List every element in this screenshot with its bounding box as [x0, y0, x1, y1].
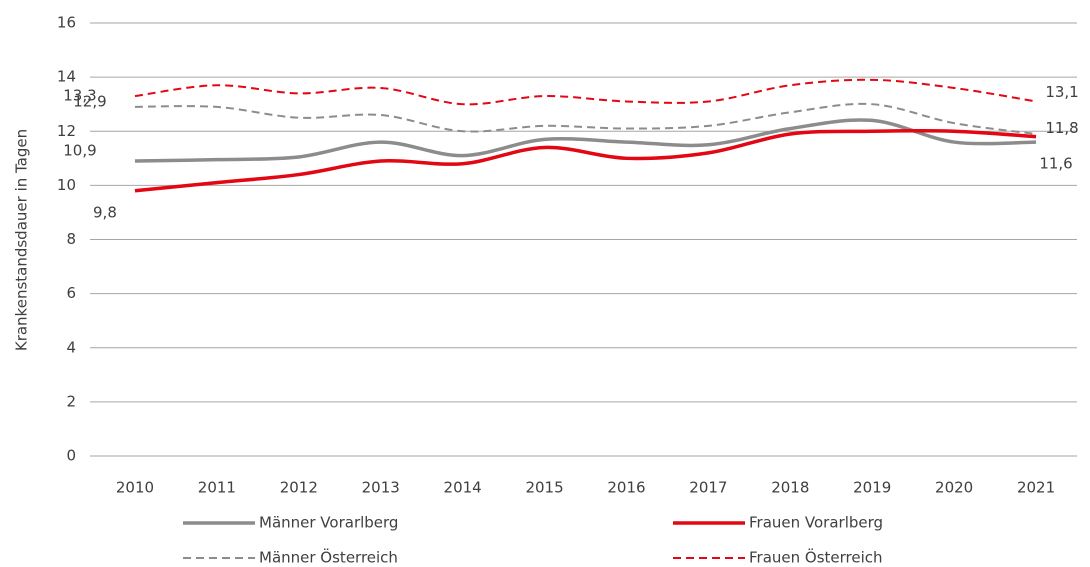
x-tick-label: 2016	[607, 479, 645, 497]
y-tick-label: 8	[66, 230, 76, 248]
x-tick-label: 2015	[525, 479, 563, 497]
x-tick-label: 2021	[1017, 479, 1055, 497]
y-tick-label: 2	[66, 392, 76, 410]
x-tick-label: 2010	[116, 479, 154, 497]
legend-label: Männer Vorarlberg	[259, 514, 398, 532]
data-label: 9,8	[93, 203, 117, 221]
x-tick-label: 2011	[198, 479, 236, 497]
x-tick-label: 2019	[853, 479, 891, 497]
x-tick-label: 2014	[444, 479, 482, 497]
data-label: 11,6	[1039, 155, 1072, 173]
series-line	[134, 118, 1037, 163]
data-label: 10,9	[63, 142, 96, 160]
y-tick-label: 4	[66, 338, 76, 356]
x-tick-label: 2012	[280, 479, 318, 497]
x-tick-label: 2020	[935, 479, 973, 497]
data-label: 13,1	[1045, 83, 1078, 101]
series-line	[134, 78, 1037, 106]
data-label: 13,3	[63, 87, 96, 105]
x-tick-label: 2017	[689, 479, 727, 497]
series-line	[134, 128, 1037, 193]
y-axis-title: Krankenstandsdauer in Tagen	[13, 129, 31, 351]
legend-label: Männer Österreich	[259, 548, 398, 567]
series-line	[134, 102, 1037, 135]
legend-label: Frauen Österreich	[749, 548, 883, 567]
y-tick-label: 12	[57, 122, 76, 140]
y-tick-label: 10	[57, 176, 76, 194]
y-tick-label: 0	[66, 447, 76, 465]
x-tick-label: 2013	[362, 479, 400, 497]
data-label: 11,8	[1045, 119, 1078, 137]
legend-label: Frauen Vorarlberg	[749, 514, 883, 532]
y-tick-label: 6	[66, 284, 76, 302]
x-tick-label: 2018	[771, 479, 809, 497]
y-tick-label: 16	[57, 14, 76, 32]
y-tick-label: 14	[57, 68, 76, 86]
data-label: 12,9	[73, 92, 106, 110]
